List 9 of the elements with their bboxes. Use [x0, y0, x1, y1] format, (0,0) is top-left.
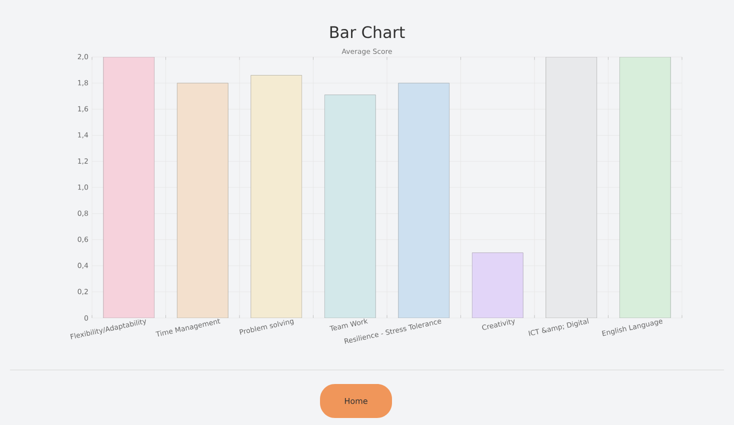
bar	[176, 82, 228, 318]
chart-title: Bar Chart	[330, 26, 405, 38]
bar	[472, 252, 524, 318]
bar	[250, 75, 302, 318]
bar	[324, 94, 376, 318]
bar	[619, 56, 671, 318]
text: Home	[344, 398, 368, 404]
bar	[398, 82, 450, 318]
bar	[103, 56, 155, 318]
